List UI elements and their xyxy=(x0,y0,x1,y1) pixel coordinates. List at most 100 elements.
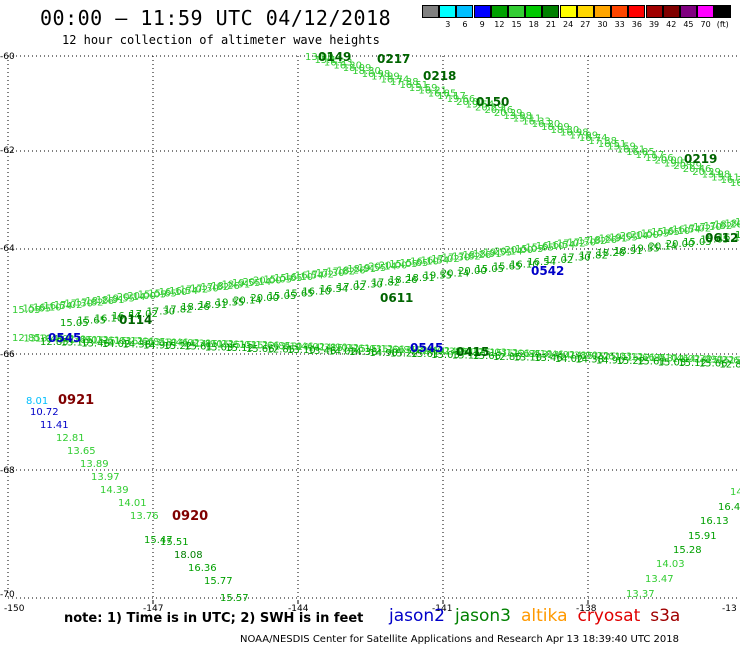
swh-value: 13.10 xyxy=(399,345,428,356)
scale-swatch xyxy=(473,5,491,18)
swh-value: 15.65 xyxy=(285,289,314,300)
swh-value: 15.65 xyxy=(22,304,51,315)
swh-value: 13.89 xyxy=(80,459,109,470)
swh-value: 20.29 xyxy=(673,161,702,172)
scale-label: 12 xyxy=(494,20,505,29)
swh-value: 11.41 xyxy=(40,420,69,431)
swh-value: 15.03 xyxy=(658,357,687,368)
scale-swatch xyxy=(611,5,629,18)
swh-value: 20.46 xyxy=(683,164,712,175)
swh-value: 15.03 xyxy=(604,352,633,363)
swh-value: 8.01 xyxy=(26,396,48,407)
swh-value: 14.90 xyxy=(319,343,348,354)
scale-swatch xyxy=(559,5,577,18)
scale-cell: (ft) xyxy=(714,5,732,29)
swh-value: 14.39 xyxy=(100,485,129,496)
swh-value: 15.66 xyxy=(699,359,728,370)
swh-value: 20.00 xyxy=(666,239,695,250)
swh-value: 13.46 xyxy=(35,334,64,345)
swh-value: 18.08 xyxy=(174,550,203,561)
swh-value: 15.61 xyxy=(467,347,496,358)
swh-value: 15.22 xyxy=(581,351,610,362)
swh-value: 12.85 xyxy=(12,333,41,344)
swh-value: 13.46 xyxy=(410,346,439,357)
swh-value: 15.65 xyxy=(400,258,429,269)
swh-value: 16.54 xyxy=(546,240,575,251)
swh-value: 15.66 xyxy=(501,348,530,359)
swh-value: 17.99 xyxy=(371,72,400,83)
swh-value: 19.66 xyxy=(645,153,674,164)
swh-value: 17.30 xyxy=(562,253,591,264)
satellite-cryosat: cryosat xyxy=(577,606,641,626)
swh-value: 14.90 xyxy=(444,347,473,358)
swh-value: 15.28 xyxy=(673,545,702,556)
swh-value: 17.30 xyxy=(693,222,722,233)
swh-value: 18.26 xyxy=(211,281,240,292)
swh-value: 13.46 xyxy=(285,342,314,353)
swh-value: 15.03 xyxy=(353,344,382,355)
swh-value: 17.82 xyxy=(452,251,481,262)
swh-value: 17.17 xyxy=(437,91,466,102)
swh-value: 14.38 xyxy=(349,347,378,358)
swh-value: 14.90 xyxy=(569,351,598,362)
swh-value: 15.05 xyxy=(641,228,670,239)
satellite-s3a: s3a xyxy=(650,606,681,626)
swh-value: 13.10 xyxy=(514,353,543,364)
swh-value: 20.14 xyxy=(233,295,262,306)
pass-time-label: 0545 xyxy=(48,331,81,345)
swh-value: 18.91 xyxy=(614,246,643,257)
scale-label: 33 xyxy=(614,20,625,29)
swh-value: 16.20 xyxy=(333,60,362,71)
swh-value: 13.97 xyxy=(91,472,120,483)
swh-value: 17.02 xyxy=(54,300,83,311)
swh-value: 17.82 xyxy=(704,221,733,232)
swh-value: 15.22 xyxy=(80,335,109,346)
lon-label: -144 xyxy=(288,604,309,614)
lon-label: -13 xyxy=(722,604,737,614)
swh-value: 17.02 xyxy=(545,255,574,266)
swh-value: 14.38 xyxy=(575,355,604,366)
swh-value: 17.82 xyxy=(372,277,401,288)
swh-value: 18.26 xyxy=(597,248,626,259)
swh-value: 17.30 xyxy=(567,237,596,248)
swh-value: 13.10 xyxy=(23,333,52,344)
swh-value: 13.47 xyxy=(645,574,674,585)
swh-value: 15.22 xyxy=(456,347,485,358)
swh-value: 16.10 xyxy=(536,241,565,252)
lat-label: -64 xyxy=(0,244,15,254)
swh-value: 20.00 xyxy=(458,266,487,277)
swh-value: 13.10 xyxy=(649,353,678,364)
swh-value: 13.98 xyxy=(503,111,532,122)
swh-value: 14.02 xyxy=(547,350,576,361)
scale-swatch xyxy=(508,5,526,18)
swh-value: 14.38 xyxy=(308,342,337,353)
swh-value: 15.61 xyxy=(217,339,246,350)
lat-label: -70 xyxy=(0,590,15,600)
scale-swatch xyxy=(542,5,560,18)
scale-cell: 45 xyxy=(679,5,697,29)
swh-value: 14.38 xyxy=(433,346,462,357)
swh-value: 16.13 xyxy=(700,516,729,527)
swh-value: 18.26 xyxy=(181,302,210,313)
swh-value: 20.14 xyxy=(648,241,677,252)
pass-time-label: 0218 xyxy=(423,69,456,83)
swh-value: 14.90 xyxy=(194,339,223,350)
lat-label: -66 xyxy=(0,350,15,360)
swh-value: 14 xyxy=(730,487,740,498)
scale-label: 27 xyxy=(580,20,591,29)
swh-value: 18.91 xyxy=(406,273,435,284)
swh-value: 15.12 xyxy=(225,343,254,354)
swh-value: 17.82 xyxy=(578,236,607,247)
swh-value: 18.26 xyxy=(463,250,492,261)
scale-label: 42 xyxy=(666,20,677,29)
swh-value: 19.55 xyxy=(232,278,261,289)
pass-time-label: 0545 xyxy=(410,341,443,355)
swh-value: 20.14 xyxy=(243,277,272,288)
scale-label: 18 xyxy=(528,20,539,29)
swh-value: 18.91 xyxy=(96,295,125,306)
swh-value: 15.05 xyxy=(515,244,544,255)
scale-cell: 24 xyxy=(559,5,577,29)
swh-value: 17.82 xyxy=(579,250,608,261)
swh-value: 17.30 xyxy=(147,307,176,318)
scale-swatch xyxy=(490,5,508,18)
